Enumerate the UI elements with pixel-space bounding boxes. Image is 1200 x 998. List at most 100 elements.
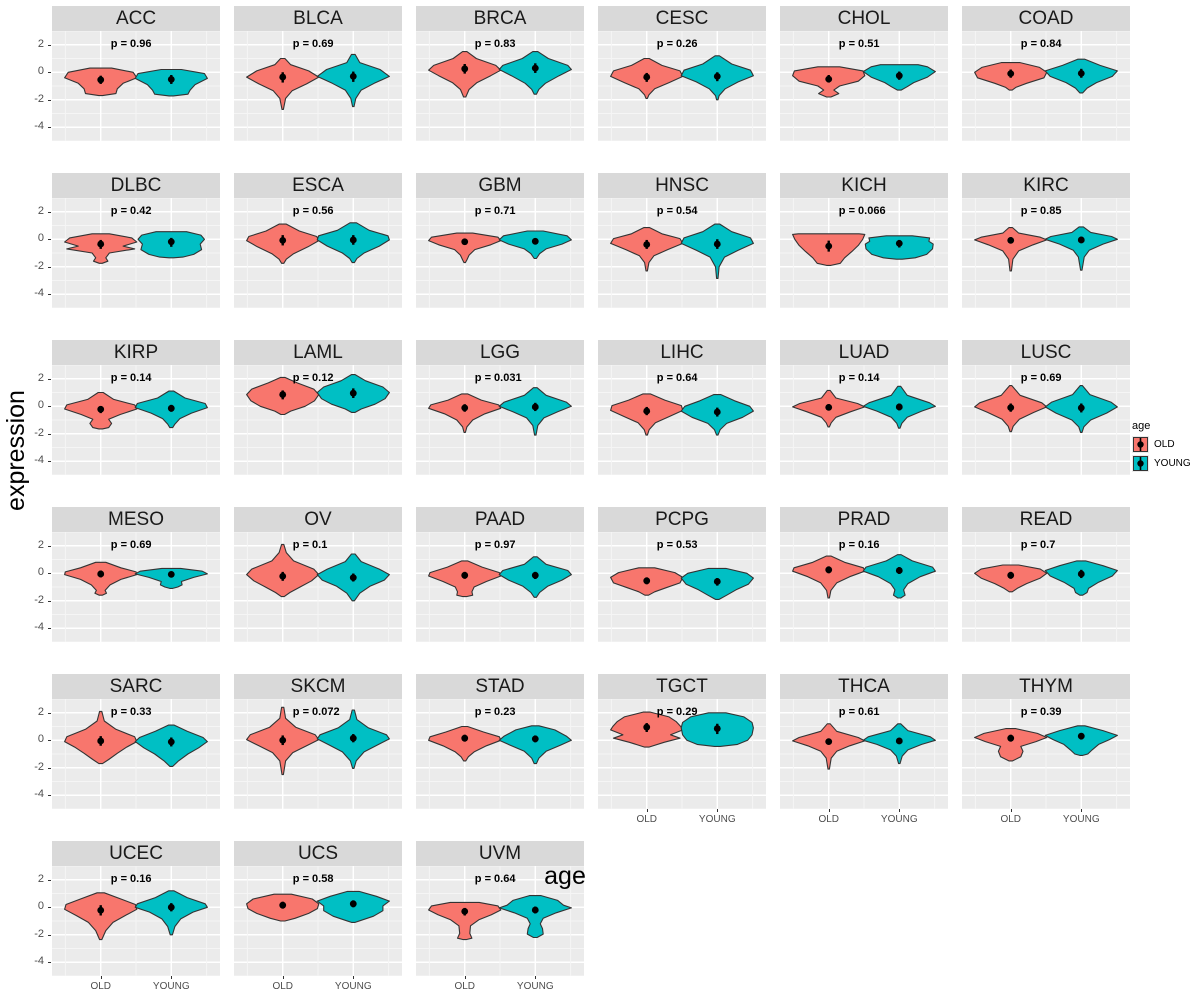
median-point	[1077, 236, 1085, 244]
facet-strip-label: GBM	[416, 173, 584, 198]
median-point	[895, 72, 903, 80]
x-axis: OLD YOUNG	[598, 809, 766, 831]
x-axis-tick-label: YOUNG	[698, 814, 736, 825]
facet-strip-label: KIRP	[52, 340, 220, 365]
x-axis-tick-label: OLD	[454, 981, 475, 992]
median-point	[713, 72, 721, 80]
panel-plot-area: p = 0.64	[598, 365, 766, 475]
median-point	[531, 64, 539, 72]
p-value-annotation: p = 0.12	[292, 371, 334, 384]
facet-panel: KIRC p = 0.85	[962, 173, 1130, 308]
panel-plot-area: p = 0.69	[234, 31, 402, 141]
x-axis-tick-mark	[353, 976, 355, 979]
p-value-annotation: p = 0.39	[1020, 705, 1062, 718]
y-axis-tick-mark	[48, 879, 51, 881]
facet-strip-label: HNSC	[598, 173, 766, 198]
y-axis-tick-mark	[48, 44, 51, 46]
median-point	[349, 900, 357, 908]
p-value-annotation: p = 0.61	[838, 705, 880, 718]
y-axis-tick-label: -4	[34, 120, 44, 133]
y-axis-tick-mark	[48, 740, 51, 742]
facet-panel: ESCA p = 0.56	[234, 173, 402, 308]
median-point	[895, 737, 903, 745]
panel-plot-area: p = 0.42 2 0 -2 -4	[34, 198, 220, 308]
p-value-annotation: p = 0.54	[656, 204, 698, 217]
violin-svg	[416, 198, 584, 308]
x-axis-tick-label: OLD	[272, 981, 293, 992]
violin-svg	[962, 365, 1130, 475]
violin-shape	[246, 57, 320, 110]
median-point	[1077, 570, 1085, 578]
x-axis: OLD YOUNG	[780, 809, 948, 831]
x-axis-tick-mark	[899, 809, 901, 812]
y-axis-tick-label: 2	[37, 37, 44, 50]
facet-strip-label: THCA	[780, 674, 948, 699]
facet-panel: LUSC p = 0.69	[962, 340, 1130, 475]
median-point	[825, 738, 833, 746]
median-point	[167, 738, 175, 746]
y-axis-tick-mark	[48, 211, 51, 213]
x-axis-tick-label: YOUNG	[152, 981, 190, 992]
p-value-annotation: p = 0.69	[110, 538, 152, 551]
facet-panel: KIRP p = 0.14 2 0 -2 -4	[34, 340, 220, 475]
p-value-annotation: p = 0.69	[1020, 371, 1062, 384]
median-point	[97, 405, 105, 413]
median-point	[643, 73, 651, 81]
panel-plot-area: p = 0.69 2 0 -2 -4	[34, 532, 220, 642]
median-point	[643, 241, 651, 248]
facet-strip-label: LUSC	[962, 340, 1130, 365]
p-value-annotation: p = 0.85	[1020, 204, 1062, 217]
violin-svg	[52, 532, 220, 642]
legend-item[interactable]: YOUNG	[1132, 455, 1198, 472]
x-axis-tick-label: OLD	[1000, 814, 1021, 825]
x-axis-tick-label: OLD	[636, 814, 657, 825]
median-point	[461, 238, 469, 246]
violin-shape	[64, 561, 138, 596]
violin-svg	[598, 699, 766, 809]
median-point	[643, 407, 651, 415]
median-point	[1007, 70, 1015, 78]
median-point	[1007, 404, 1015, 412]
violin-shape	[498, 230, 572, 260]
facet-panel: KICH p = 0.066	[780, 173, 948, 308]
facet-strip-label: UCEC	[52, 841, 220, 866]
facet-strip-label: READ	[962, 507, 1130, 532]
x-axis-tick-label: OLD	[90, 981, 111, 992]
p-value-annotation: p = 0.29	[656, 705, 698, 718]
facet-panel: MESO p = 0.69 2 0 -2 -4	[34, 507, 220, 642]
median-point	[167, 238, 175, 246]
violin-svg	[416, 31, 584, 141]
violin-svg	[780, 699, 948, 809]
median-point	[825, 566, 833, 574]
facet-strip-label: SARC	[52, 674, 220, 699]
facet-strip-label: UCS	[234, 841, 402, 866]
median-point	[461, 65, 469, 73]
p-value-annotation: p = 0.031	[474, 371, 522, 384]
x-axis-tick-label: YOUNG	[880, 814, 918, 825]
facet-panel: CESC p = 0.26	[598, 6, 766, 141]
p-value-annotation: p = 0.64	[656, 371, 698, 384]
median-point	[895, 239, 903, 247]
median-point	[531, 906, 539, 914]
p-value-annotation: p = 0.26	[656, 37, 698, 50]
violin-svg	[780, 532, 948, 642]
legend: age OLD YOUNG	[1132, 420, 1198, 474]
facet-strip-label: PAAD	[416, 507, 584, 532]
facet-panel: DLBC p = 0.42 2 0 -2 -4	[34, 173, 220, 308]
facet-strip-label: UVM	[416, 841, 584, 866]
median-point	[713, 240, 721, 248]
facet-panel: PRAD p = 0.16	[780, 507, 948, 642]
violin-svg	[598, 532, 766, 642]
median-point	[97, 76, 105, 84]
y-axis-tick-label: 2	[37, 204, 44, 217]
violin-plot-figure: expression ACC p = 0.96 2 0 -2 -4 BLCA p = 0.69…	[2, 6, 1198, 992]
median-point	[1077, 404, 1085, 412]
legend-item[interactable]: OLD	[1132, 436, 1198, 453]
panel-plot-area: p = 0.14	[780, 365, 948, 475]
median-point	[531, 571, 539, 579]
median-point	[167, 903, 175, 911]
panel-plot-area: p = 0.14 2 0 -2 -4	[34, 365, 220, 475]
y-axis-tick-mark	[48, 433, 51, 435]
y-axis-tick-label: -4	[34, 788, 44, 801]
legend-title: age	[1132, 420, 1151, 432]
